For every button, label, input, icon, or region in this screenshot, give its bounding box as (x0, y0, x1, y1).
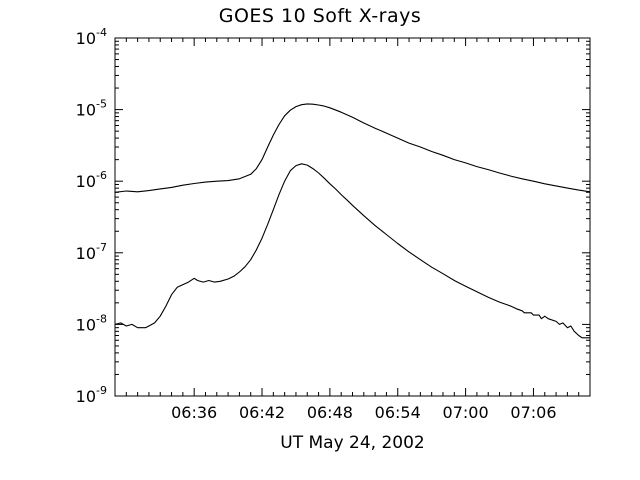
y-tick-label: 10-8 (76, 312, 107, 334)
plot-frame (114, 37, 591, 397)
y-tick-label: 10-5 (76, 98, 107, 120)
series-upper-curve-long-channel (114, 103, 591, 193)
y-tick-label: 10-6 (76, 169, 107, 191)
chart-title: GOES 10 Soft X-rays (218, 5, 422, 27)
x-tick-label: 06:42 (239, 403, 285, 422)
x-tick-label: 06:48 (307, 403, 353, 422)
y-tick-label: 10-7 (76, 241, 107, 263)
y-tick-label: 10-4 (76, 26, 107, 48)
x-tick-label: 07:06 (510, 403, 556, 422)
series-lower-curve-short-channel (114, 163, 590, 339)
y-tick-label: 10-9 (76, 384, 107, 406)
x-tick-label: 06:54 (375, 403, 421, 422)
x-axis-label: UT May 24, 2002 (280, 433, 425, 453)
x-tick-label: 06:36 (171, 403, 217, 422)
x-tick-label: 07:00 (443, 403, 489, 422)
